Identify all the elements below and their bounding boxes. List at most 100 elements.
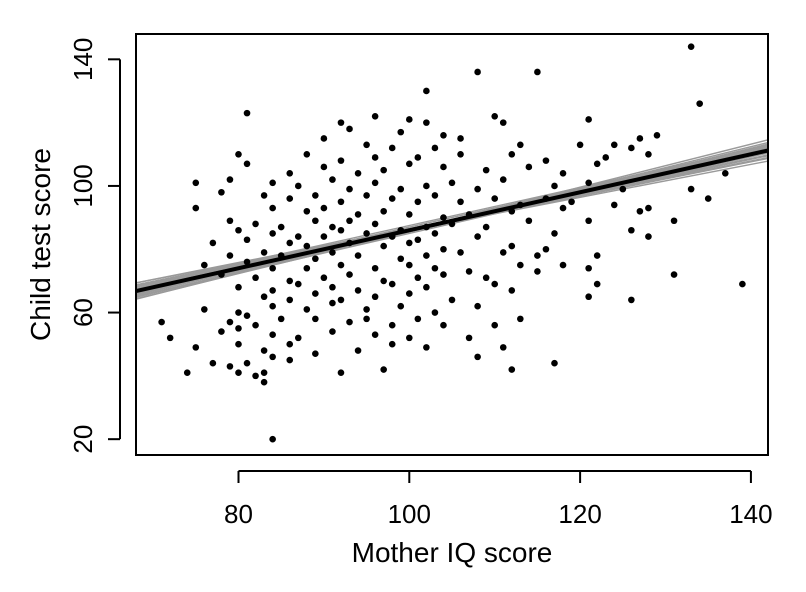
data-point-107 [670,217,678,225]
data-point-110 [294,233,302,240]
data-point-197 [252,321,259,329]
data-point-32 [457,150,464,158]
data-point-25 [610,141,618,149]
data-point-181 [405,290,413,297]
x-tick-label-140: 140 [729,499,772,529]
data-point-78 [568,198,575,206]
data-point-30 [371,154,379,161]
data-point-214 [405,334,413,342]
data-point-60 [499,176,507,183]
data-point-137 [397,255,405,263]
data-point-196 [243,312,251,320]
data-point-115 [414,236,422,244]
data-point-224 [423,344,430,351]
data-point-61 [551,182,558,190]
data-point-64 [687,185,695,193]
data-point-203 [414,315,422,323]
data-point-142 [593,252,601,259]
data-point-18 [653,131,661,139]
data-point-151 [465,268,473,275]
data-point-207 [158,318,165,326]
data-point-3 [474,68,481,76]
data-point-19 [636,135,644,142]
data-point-13 [346,125,353,133]
data-point-213 [371,331,379,339]
data-point-156 [252,274,259,282]
data-point-191 [363,306,370,313]
data-point-162 [440,271,447,278]
data-point-229 [260,369,268,376]
x-axis-title: Mother IQ score [352,537,553,568]
x-tick-label-120: 120 [558,499,601,529]
data-point-222 [354,347,362,354]
data-point-117 [474,233,481,240]
data-point-1 [696,100,703,107]
data-point-46 [559,169,567,177]
data-point-167 [269,287,276,294]
data-point-121 [209,239,217,247]
data-point-42 [405,160,413,168]
simulated-line-18 [135,145,769,287]
data-point-211 [294,334,302,342]
x-axis: 80 100 120 140 [224,470,773,529]
data-point-160 [380,277,387,285]
data-point-165 [585,264,592,272]
x-tick-label-80: 80 [224,499,253,529]
data-point-215 [465,334,473,342]
data-point-190 [329,299,336,307]
data-point-136 [354,252,362,259]
data-point-89 [440,214,447,221]
data-point-22 [431,144,439,152]
data-point-134 [312,255,319,263]
data-point-43 [440,163,447,171]
data-point-65 [218,188,225,196]
data-point-216 [166,334,174,342]
data-point-192 [397,302,405,310]
data-point-45 [525,163,533,171]
data-point-149 [405,261,413,269]
data-point-67 [286,195,294,202]
data-point-31 [414,154,422,161]
data-point-193 [431,309,439,316]
data-point-232 [286,356,294,364]
data-point-24 [576,141,584,149]
data-point-126 [380,242,387,250]
data-point-177 [286,296,294,304]
data-point-85 [320,204,328,212]
data-point-150 [431,264,439,272]
data-point-233 [183,369,191,376]
data-point-146 [303,264,311,272]
data-point-69 [337,198,345,206]
data-point-234 [235,369,242,376]
data-point-204 [440,321,447,329]
data-point-73 [431,192,439,199]
data-point-208 [218,328,225,335]
data-point-54 [346,185,353,193]
data-point-87 [380,207,387,215]
data-point-172 [423,283,430,291]
data-point-40 [354,169,362,177]
data-point-221 [312,350,319,358]
data-point-111 [320,233,328,240]
data-point-16 [457,135,464,142]
data-point-0 [687,43,695,50]
data-point-140 [499,249,507,256]
data-point-239 [551,359,558,367]
data-point-100 [371,220,379,228]
data-point-33 [508,150,516,158]
data-point-36 [645,150,652,158]
data-point-96 [277,223,285,231]
data-point-157 [286,277,294,285]
data-point-119 [628,226,635,234]
data-point-39 [320,163,328,171]
data-point-230 [226,363,234,370]
x-tick-label-100: 100 [388,499,431,529]
data-point-226 [269,353,276,361]
data-point-218 [235,340,242,348]
data-point-113 [363,230,370,237]
y-axis: 20 60 100 140 [68,38,121,454]
data-point-217 [192,344,200,351]
data-point-174 [593,280,601,288]
data-point-241 [269,435,276,443]
data-point-235 [337,369,345,376]
